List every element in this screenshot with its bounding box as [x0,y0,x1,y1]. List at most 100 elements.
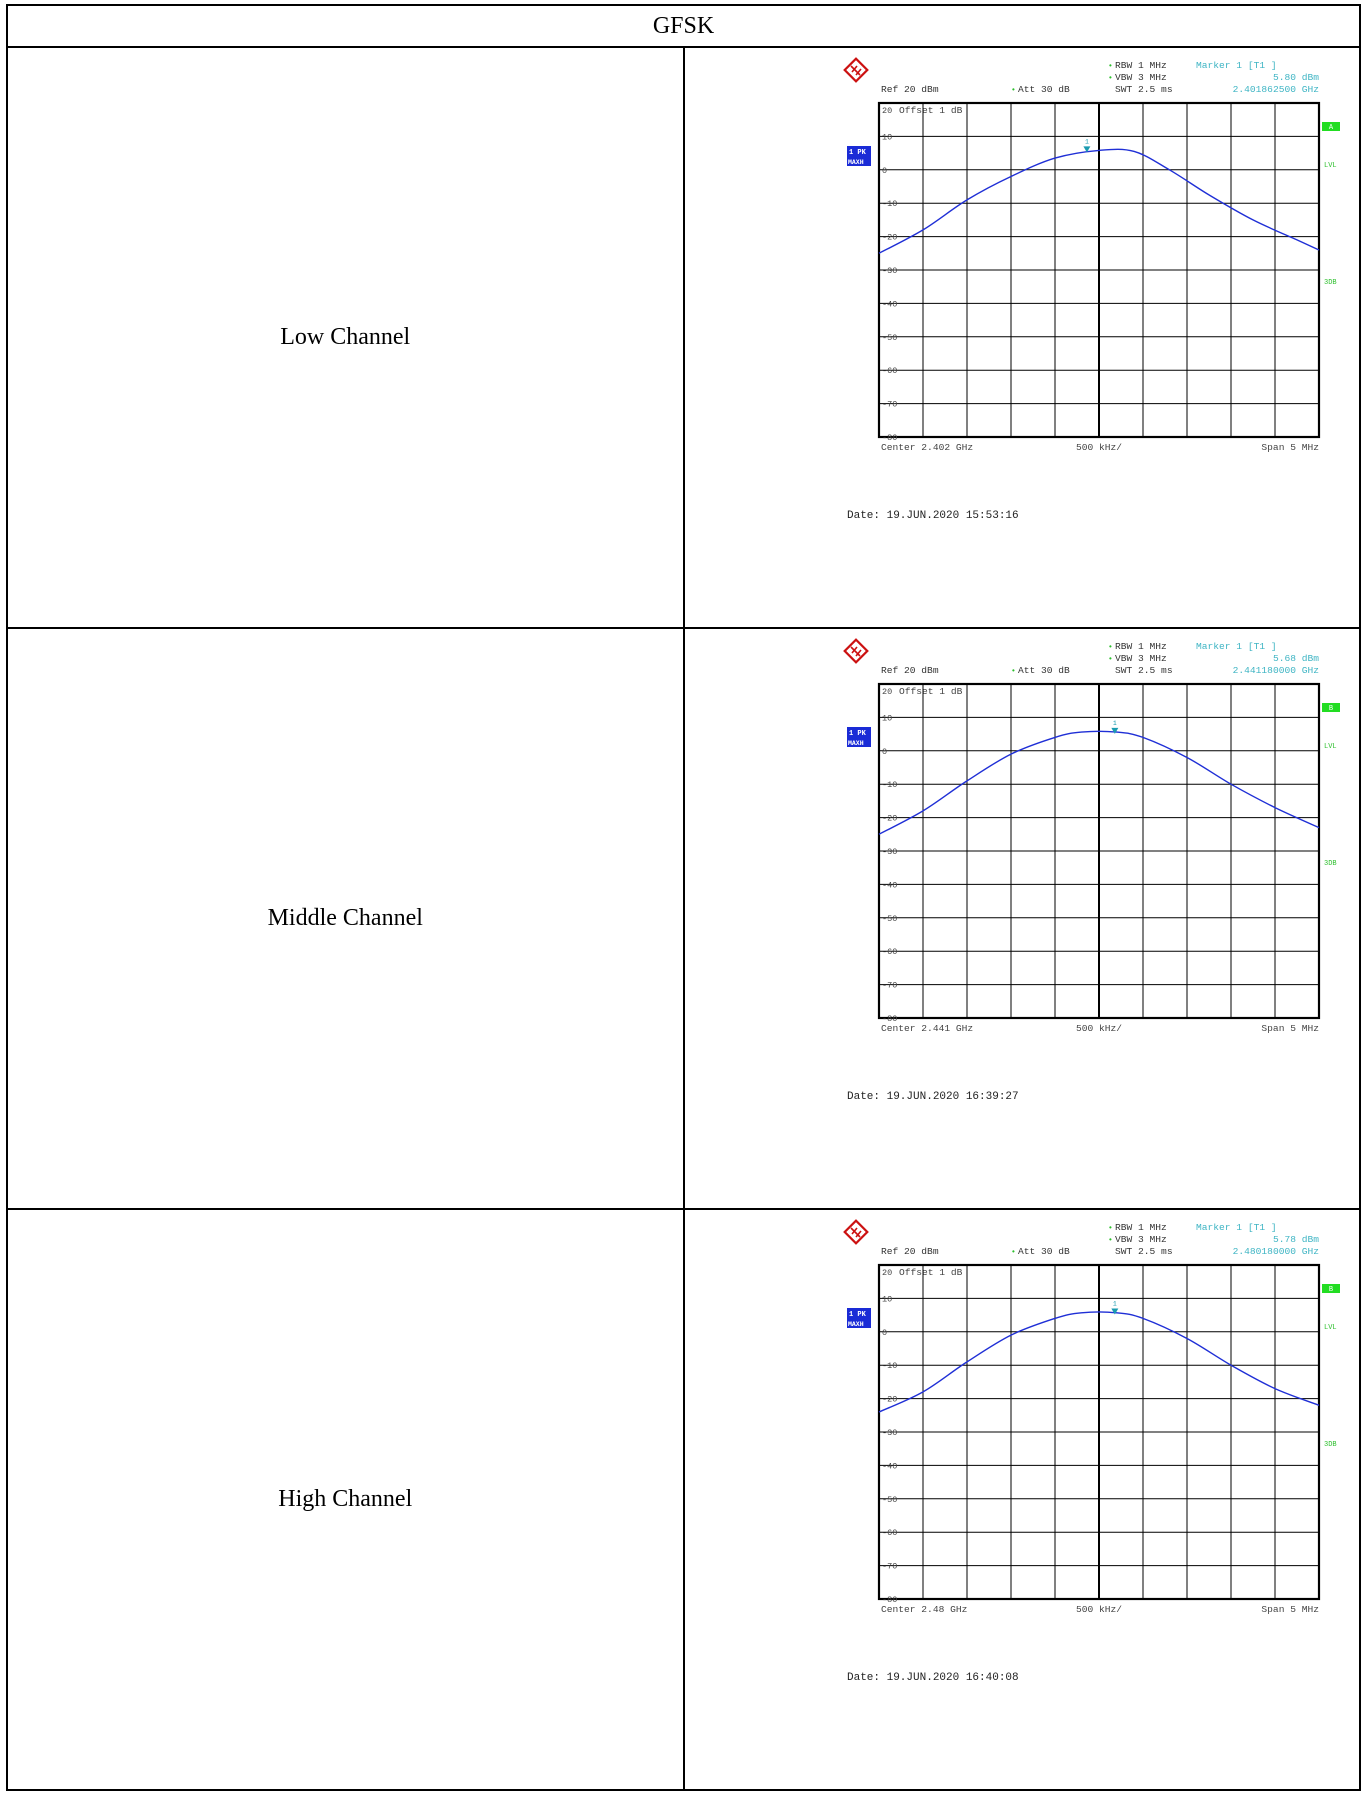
marker-title: Marker 1 [T1 ] [1196,60,1277,71]
marker-frequency: 2.401862500 GHz [1232,84,1318,95]
attenuation-text: Att 30 dB [1018,84,1070,95]
plot-frame [877,101,1320,439]
rbw-bullet: • [1108,62,1113,71]
y-tick-label: 0 [882,166,887,176]
y-tick-label: 0 [882,747,887,757]
division-text: 500 kHz/ [1075,1023,1121,1034]
rbw-text: RBW 1 MHz [1115,641,1167,652]
att-bullet: • [1011,1248,1016,1257]
marker-level: 5.80 dBm [1272,72,1318,83]
side-3db-label: 3DB [1324,1441,1337,1449]
rohde-schwarz-logo-icon [842,57,869,83]
rbw-text: RBW 1 MHz [1115,1222,1167,1233]
offset-text: Offset 1 dB [899,1267,963,1278]
ref-level-text: Ref 20 dBm [881,665,939,676]
rohde-schwarz-logo-icon [842,638,869,664]
rbw-text: RBW 1 MHz [1115,60,1167,71]
vbw-text: VBW 3 MHz [1115,1234,1167,1245]
y-tick-label: 20 [882,687,892,697]
side-badge-label: B [1328,705,1332,713]
marker-frequency: 2.441180000 GHz [1232,665,1318,676]
results-table: GFSK Low Channel • RBW 1 MHz • VBW 3 MHz SWT… [6,4,1361,1791]
y-tick-label: -70 [882,400,897,410]
side-badge [1321,122,1340,131]
y-tick-label: 20 [882,106,892,116]
plot-cell: • RBW 1 MHz • VBW 3 MHz SWT 2.5 ms Ref 20 dBm… [682,46,1361,629]
plot-cell: • RBW 1 MHz • VBW 3 MHz SWT 2.5 ms Ref 20 dBm… [682,1208,1361,1791]
channel-label: High Channel [6,1208,685,1791]
trace-label: 1 PK [849,730,867,738]
y-tick-label: 10 [882,713,892,723]
center-frequency: Center 2.48 GHz [881,1604,967,1615]
y-tick-label: 0 [882,1328,887,1338]
date-stamp: Date: 19.JUN.2020 15:53:16 [847,510,1019,522]
plot-grid [878,1265,1319,1599]
plot-frame [877,1263,1320,1601]
table-header: GFSK [6,4,1361,48]
y-tick-label: -20 [882,814,897,824]
trace-mode: MAXH [848,159,864,166]
date-stamp: Date: 19.JUN.2020 16:40:08 [847,1672,1019,1684]
y-tick-label: 10 [882,1294,892,1304]
vbw-text: VBW 3 MHz [1115,653,1167,664]
channel-label: Low Channel [6,46,685,629]
marker-number: 1 [1112,1300,1116,1307]
spectrum-trace [878,1311,1319,1413]
marker-number: 1 [1084,138,1088,145]
side-lvl-label: LVL [1324,1324,1337,1332]
y-tick-label: -10 [882,199,897,209]
side-badge [1321,1284,1340,1293]
side-badge-label: A [1328,124,1333,132]
rohde-schwarz-logo-icon [842,1219,869,1245]
marker-level: 5.68 dBm [1272,653,1318,664]
plot-cell: • RBW 1 MHz • VBW 3 MHz SWT 2.5 ms Ref 20 dBm… [682,627,1361,1210]
y-tick-label: -40 [882,1461,897,1471]
att-bullet: • [1011,667,1016,676]
center-frequency: Center 2.441 GHz [881,1023,973,1034]
y-tick-label: -20 [882,1395,897,1405]
y-tick-label: -60 [882,1528,897,1538]
plot-grid [878,103,1319,437]
side-badge [1321,703,1340,712]
y-tick-label: -20 [882,233,897,243]
y-tick-label: -10 [882,1361,897,1371]
span-text: Span 5 MHz [1261,1604,1319,1615]
side-badge-label: B [1328,1286,1332,1294]
offset-text: Offset 1 dB [899,686,963,697]
y-tick-label: -60 [882,366,897,376]
marker-triangle [1110,1308,1118,1315]
y-tick-label: -70 [882,1562,897,1572]
side-lvl-label: LVL [1324,162,1337,170]
y-tick-label: -40 [882,880,897,890]
y-tick-label: -50 [882,1495,897,1505]
table-row: Low Channel • RBW 1 MHz • VBW 3 MHz SWT 2.5 … [6,46,1361,629]
trace-label: 1 PK [849,1311,867,1319]
division-text: 500 kHz/ [1075,1604,1121,1615]
trace-mode: MAXH [848,740,864,747]
y-tick-label: 20 [882,1268,892,1278]
trace-badge [846,146,871,166]
attenuation-text: Att 30 dB [1018,1246,1070,1257]
marker-number: 1 [1112,720,1116,727]
vbw-text: VBW 3 MHz [1115,72,1167,83]
marker-triangle [1110,727,1118,734]
y-tick-label: -80 [882,433,897,443]
side-lvl-label: LVL [1324,743,1337,751]
y-tick-label: -80 [882,1014,897,1024]
trace-mode: MAXH [848,1321,864,1328]
y-tick-label: -40 [882,299,897,309]
span-text: Span 5 MHz [1261,442,1319,453]
vbw-bullet: • [1108,74,1113,83]
y-tick-label: -30 [882,266,897,276]
attenuation-text: Att 30 dB [1018,665,1070,676]
vbw-bullet: • [1108,655,1113,664]
y-tick-label: -10 [882,780,897,790]
division-text: 500 kHz/ [1075,442,1121,453]
swt-text: SWT 2.5 ms [1115,665,1173,676]
marker-triangle [1082,146,1090,153]
trace-badge [846,727,871,747]
att-bullet: • [1011,86,1016,95]
trace-badge [846,1308,871,1328]
trace-label: 1 PK [849,149,867,157]
